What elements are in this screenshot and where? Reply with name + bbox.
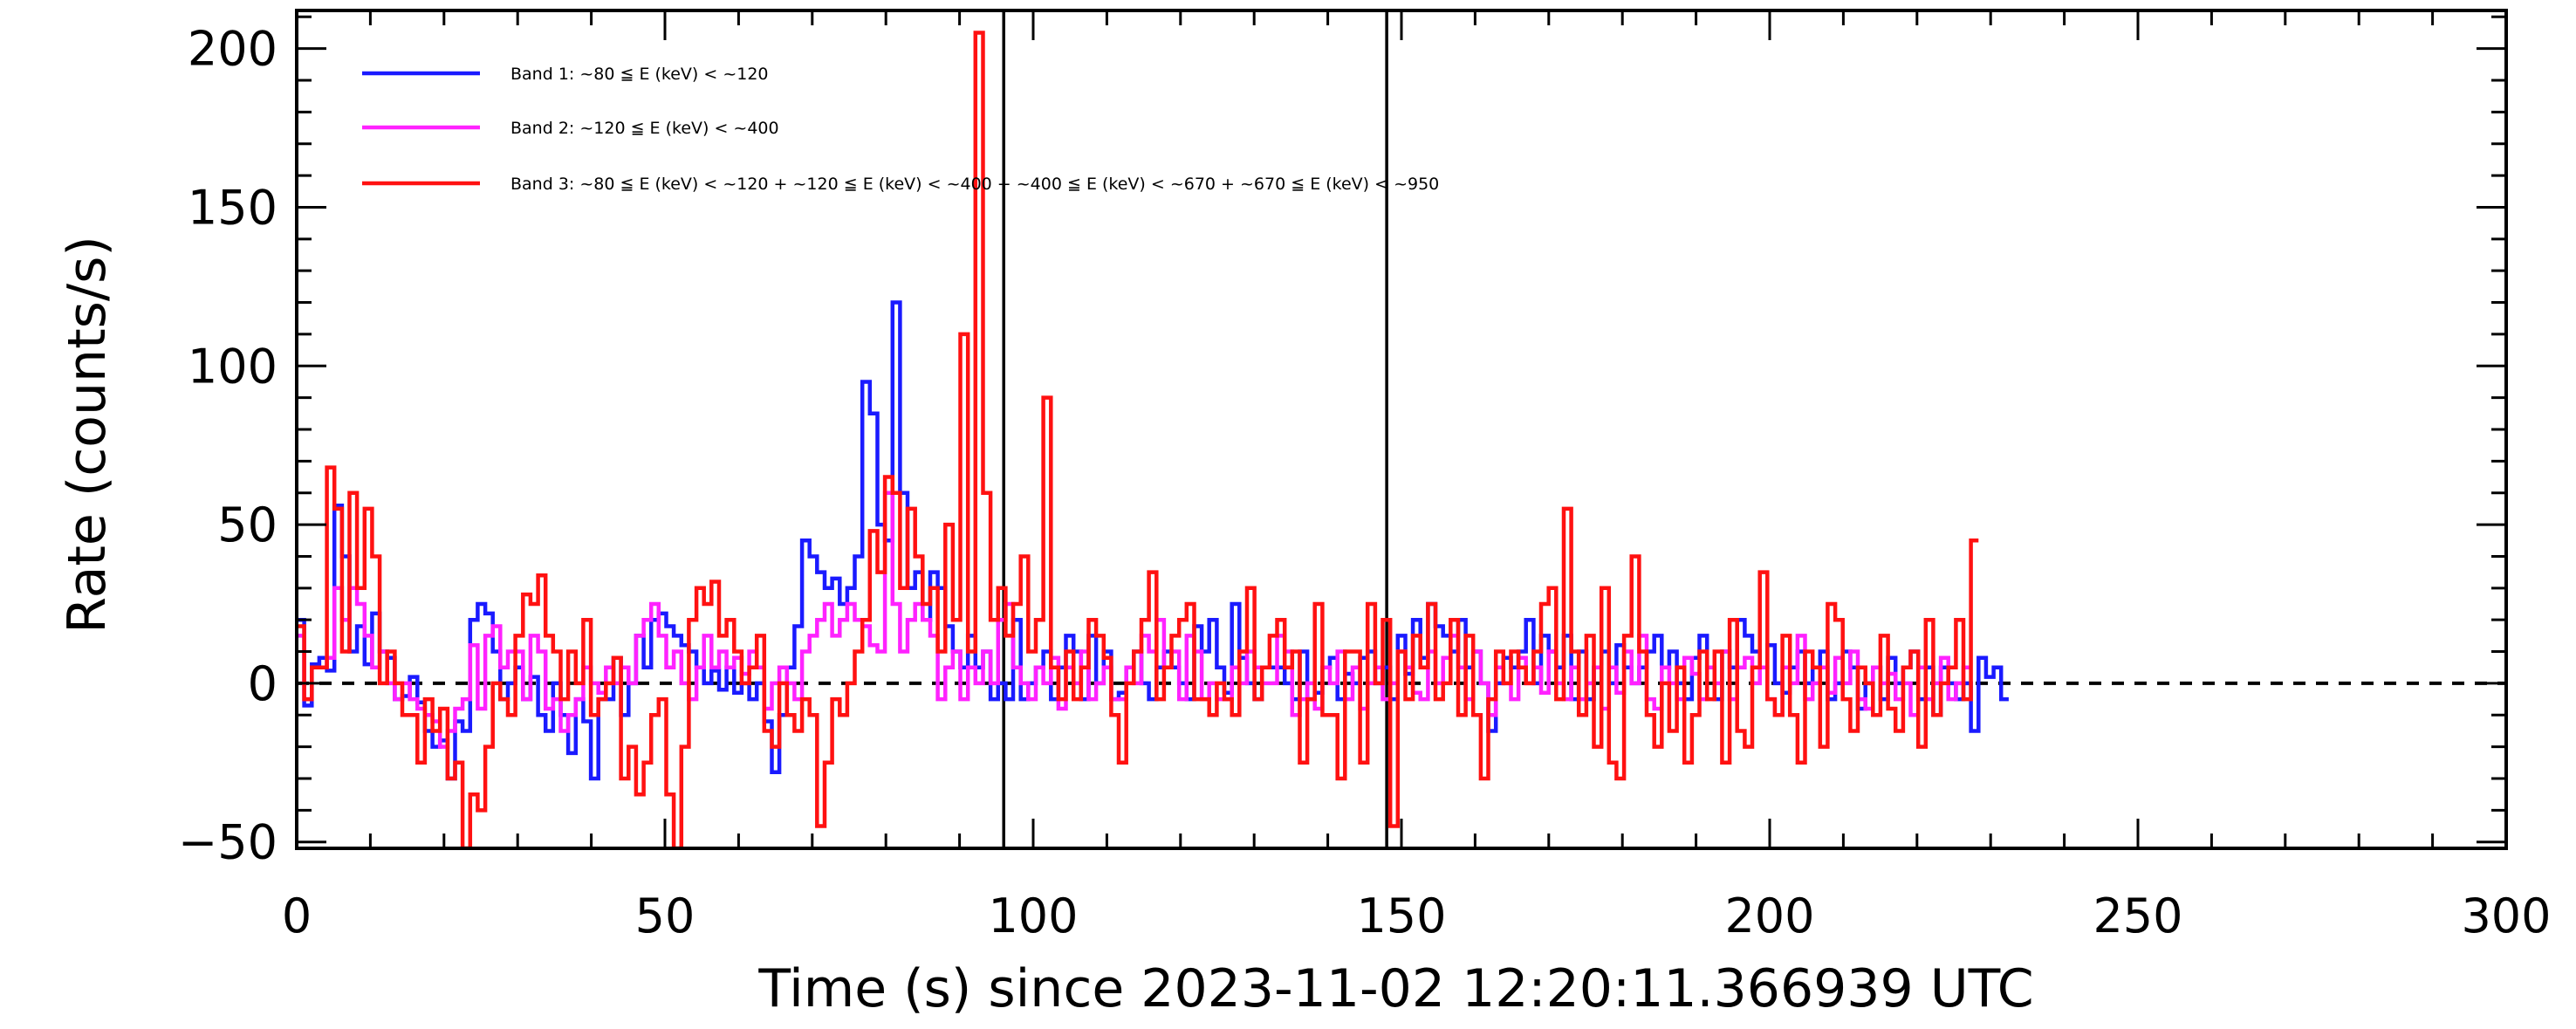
y-tick-label: 0	[248, 656, 277, 711]
series-line-band-2	[297, 490, 1971, 749]
y-tick-label: −50	[178, 815, 277, 870]
x-axis-title: Time (s) since 2023-11-02 12:20:11.36693…	[757, 958, 2033, 1019]
x-tick-label: 250	[2093, 888, 2182, 943]
x-tick-label: 50	[635, 888, 695, 943]
x-tick-label: 150	[1356, 888, 1446, 943]
series-layer	[297, 31, 2009, 848]
legend-label-band-2: Band 2: ~120 ≦ E (keV) < ~400	[510, 119, 779, 138]
x-tick-label: 200	[1724, 888, 1814, 943]
x-tick-label: 0	[282, 888, 312, 943]
y-tick-label: 100	[188, 339, 277, 394]
series-line-band-3	[297, 31, 1979, 848]
legend: Band 1: ~80 ≦ E (keV) < ~120 Band 2: ~120…	[362, 65, 1439, 194]
reference-lines	[297, 10, 2506, 848]
y-tick-label: 200	[188, 22, 277, 77]
x-tick-label: 300	[2461, 888, 2551, 943]
x-tick-label: 100	[988, 888, 1078, 943]
legend-label-band-3: Band 3: ~80 ≦ E (keV) < ~120 + ~120 ≦ E …	[510, 175, 1439, 194]
y-axis-title: Rate (counts/s)	[57, 236, 118, 633]
legend-label-band-1: Band 1: ~80 ≦ E (keV) < ~120	[510, 65, 769, 84]
y-tick-label: 50	[217, 497, 277, 552]
y-tick-label: 150	[188, 180, 277, 235]
